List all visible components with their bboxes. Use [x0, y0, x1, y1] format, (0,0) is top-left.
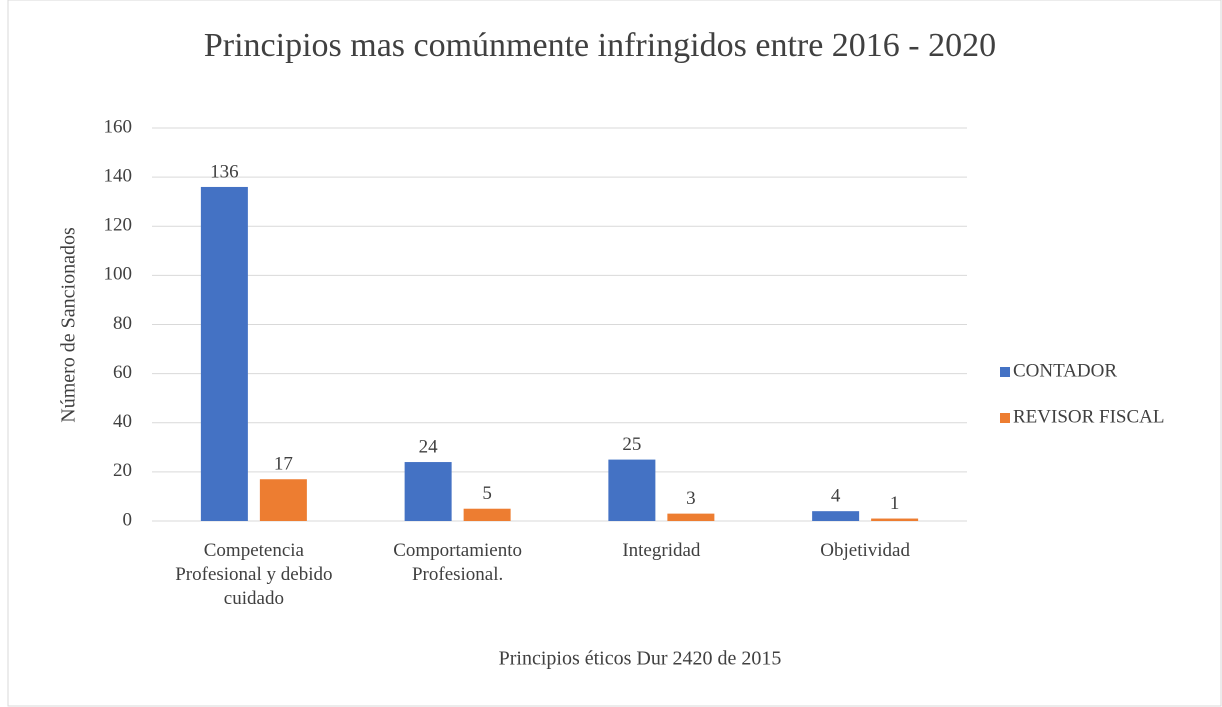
x-tick-label-box: Competencia Profesional y debido cuidado: [175, 540, 333, 609]
bar: [667, 513, 715, 521]
legend-swatch: [1000, 413, 1010, 423]
y-tick-label: 140: [104, 165, 133, 186]
bar: [404, 462, 452, 521]
bar: [259, 479, 307, 521]
x-tick-label: Integridad: [622, 540, 701, 561]
data-label: 17: [274, 454, 293, 475]
x-tick-label-box: Objetividad: [820, 540, 910, 561]
y-tick-label: 0: [123, 509, 133, 530]
y-tick-label: 40: [113, 411, 132, 432]
y-tick-label: 160: [104, 116, 133, 137]
bar: [200, 186, 248, 521]
y-tick-label: 100: [104, 264, 133, 285]
x-tick-label: Objetividad: [820, 540, 910, 561]
y-tick-label: 60: [113, 362, 132, 383]
legend-label: CONTADOR: [1013, 360, 1117, 381]
data-label: 5: [482, 483, 492, 504]
y-tick-label: 120: [104, 215, 133, 236]
data-label: 24: [419, 436, 439, 457]
bar: [463, 508, 511, 521]
x-axis-label: Principios éticos Dur 2420 de 2015: [499, 648, 782, 670]
x-tick-label-box: Comportamiento Profesional.: [393, 540, 522, 585]
x-tick-label-box: Integridad: [622, 540, 701, 561]
bar: [871, 518, 919, 521]
data-label: 1: [890, 493, 900, 514]
data-label: 3: [686, 488, 696, 509]
chart-title: Principios mas comúnmente infringidos en…: [204, 27, 996, 64]
y-tick-label: 80: [113, 313, 132, 334]
legend-swatch: [1000, 367, 1010, 377]
y-tick-label: 20: [113, 460, 132, 481]
bar: [812, 511, 860, 521]
data-label: 25: [622, 434, 641, 455]
legend-label: REVISOR FISCAL: [1013, 406, 1165, 427]
x-tick-label: Comportamiento Profesional.: [393, 540, 522, 585]
bar: [608, 459, 656, 521]
y-axis-label: Número de Sancionados: [58, 227, 80, 423]
data-label: 4: [831, 486, 841, 507]
data-label: 136: [210, 161, 239, 182]
x-tick-label: Competencia Profesional y debido cuidado: [175, 540, 333, 609]
